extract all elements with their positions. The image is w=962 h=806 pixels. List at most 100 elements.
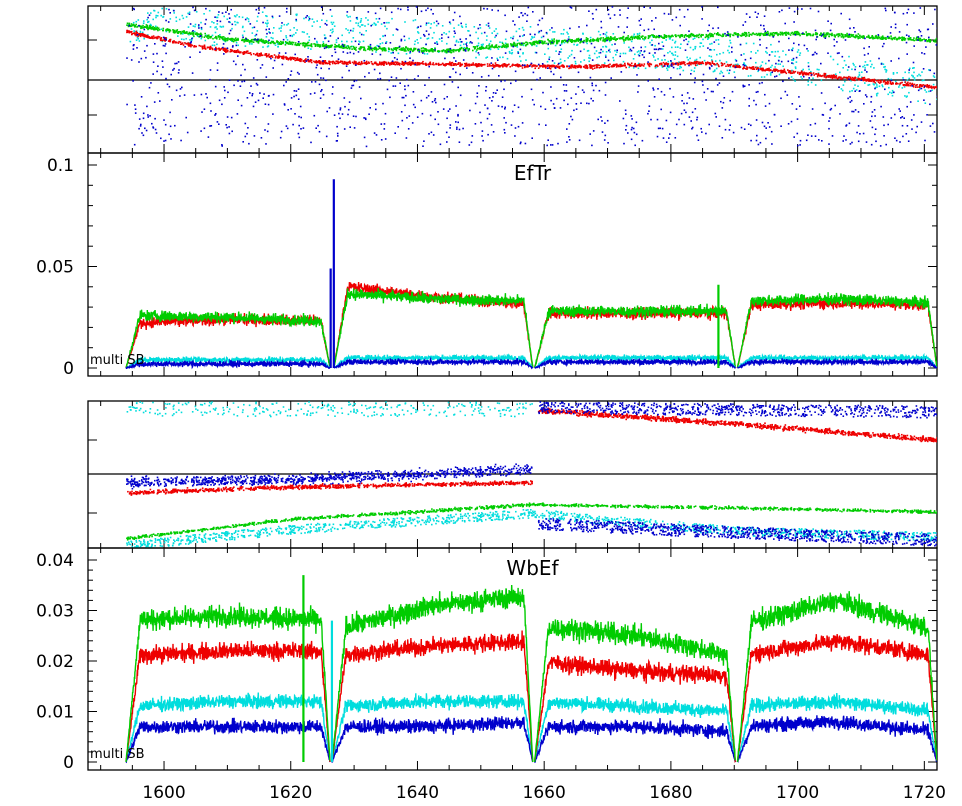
- scatter-point: [863, 36, 865, 38]
- scatter-point: [553, 64, 555, 67]
- scatter-point: [643, 63, 646, 65]
- scatter-point: [842, 67, 844, 69]
- scatter-point: [787, 31, 790, 34]
- scatter-point: [610, 39, 612, 41]
- scatter-point: [343, 60, 346, 63]
- scatter-point: [347, 108, 350, 111]
- scatter-point: [496, 89, 498, 91]
- scatter-point: [924, 102, 927, 104]
- scatter-point: [384, 138, 387, 140]
- scatter-point: [407, 128, 410, 130]
- scatter-point: [613, 14, 616, 16]
- scatter-point: [454, 49, 456, 51]
- scatter-point: [846, 32, 848, 35]
- scatter-point: [563, 39, 566, 42]
- scatter-point: [337, 45, 340, 48]
- scatter-point: [840, 78, 843, 80]
- scatter-point: [538, 42, 540, 45]
- scatter-point: [758, 32, 760, 35]
- scatter-point: [322, 12, 325, 15]
- scatter-point: [823, 32, 825, 34]
- scatter-point: [583, 59, 586, 61]
- scatter-point: [329, 29, 332, 31]
- scatter-point: [216, 23, 219, 25]
- scatter-point: [578, 64, 580, 67]
- scatter-point: [363, 117, 365, 119]
- scatter-point: [296, 57, 299, 59]
- scatter-point: [816, 75, 819, 77]
- scatter-point: [159, 100, 161, 102]
- scatter-point: [353, 60, 356, 63]
- scatter-point: [293, 27, 295, 29]
- scatter-point: [255, 116, 257, 118]
- scatter-point: [356, 18, 359, 20]
- scatter-point: [211, 44, 214, 47]
- scatter-point: [223, 15, 225, 18]
- scatter-point: [560, 48, 563, 50]
- scatter-point: [909, 67, 911, 70]
- scatter-point: [644, 37, 646, 39]
- scatter-point: [351, 84, 353, 87]
- scatter-point: [654, 52, 656, 54]
- scatter-point: [352, 27, 355, 30]
- scatter-point: [380, 123, 383, 125]
- scatter-point: [486, 45, 488, 47]
- scatter-point: [231, 49, 233, 52]
- scatter-point: [399, 82, 401, 84]
- scatter-point: [641, 63, 643, 66]
- scatter-point: [715, 77, 717, 80]
- scatter-point: [797, 49, 800, 51]
- scatter-point: [920, 84, 923, 86]
- scatter-point: [675, 35, 677, 38]
- scatter-point: [807, 50, 809, 52]
- scatter-point: [833, 34, 835, 36]
- scatter-point: [382, 35, 384, 38]
- scatter-point: [615, 66, 618, 68]
- scatter-point: [404, 48, 406, 51]
- scatter-point: [161, 7, 163, 10]
- scatter-point: [572, 40, 574, 42]
- scatter-point: [379, 53, 382, 56]
- scatter-point: [780, 97, 782, 100]
- scatter-point: [675, 16, 678, 19]
- scatter-point: [266, 19, 269, 22]
- scatter-point: [787, 69, 789, 71]
- scatter-point: [876, 92, 879, 95]
- scatter-point: [145, 24, 148, 26]
- scatter-point: [525, 41, 528, 44]
- scatter-point: [229, 50, 231, 53]
- scatter-point: [757, 69, 760, 71]
- scatter-point: [460, 46, 463, 49]
- scatter-point: [152, 27, 154, 30]
- scatter-point: [890, 60, 892, 62]
- scatter-point: [318, 46, 321, 48]
- scatter-point: [335, 60, 338, 62]
- scatter-point: [654, 65, 657, 68]
- scatter-point: [812, 53, 815, 56]
- scatter-point: [622, 52, 625, 55]
- scatter-point: [533, 36, 536, 38]
- scatter-point: [662, 65, 665, 68]
- scatter-point: [297, 88, 300, 90]
- scatter-point: [549, 67, 552, 70]
- scatter-point: [496, 65, 498, 67]
- scatter-point: [357, 24, 360, 27]
- scatter-point: [874, 128, 877, 130]
- scatter-point: [519, 42, 521, 45]
- scatter-point: [706, 61, 709, 63]
- scatter-point: [768, 102, 771, 105]
- scatter-point: [583, 48, 585, 51]
- scatter-point: [797, 144, 799, 147]
- scatter-point: [167, 40, 170, 42]
- scatter-point: [449, 49, 452, 52]
- scatter-point: [297, 132, 300, 135]
- scatter-point: [759, 68, 762, 70]
- scatter-point: [499, 65, 501, 67]
- scatter-point: [550, 70, 552, 73]
- scatter-point: [875, 93, 878, 95]
- scatter-point: [494, 62, 497, 64]
- scatter-point: [673, 58, 676, 60]
- scatter-point: [662, 37, 665, 39]
- scatter-point: [653, 48, 656, 51]
- scatter-point: [508, 50, 511, 53]
